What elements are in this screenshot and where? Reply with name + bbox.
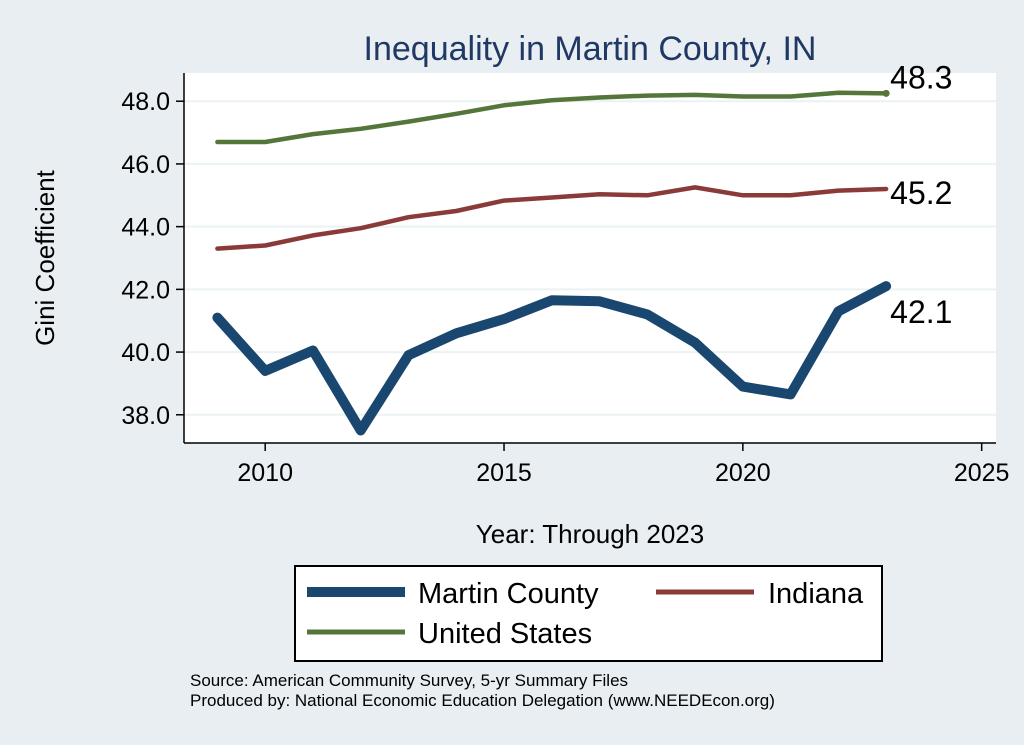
y-tick-label-48: 48.0 <box>121 88 170 116</box>
legend-box <box>294 565 883 662</box>
y-tick-label-38: 38.0 <box>121 402 170 430</box>
series-line-united-states <box>215 90 889 145</box>
y-tick-label-40: 40.0 <box>121 339 170 367</box>
legend-label-indiana: Indiana <box>768 578 864 610</box>
end-label-martin-county: 42.1 <box>890 294 952 330</box>
x-tick-label-2010: 2010 <box>237 459 293 487</box>
end-label-indiana: 45.2 <box>890 175 952 211</box>
legend-label-martin-county: Martin County <box>418 578 599 610</box>
legend: Martin County Indiana United States <box>294 565 883 662</box>
y-tick-label-42: 42.0 <box>121 276 170 304</box>
y-tick-label-44: 44.0 <box>121 214 170 242</box>
legend-label-united-states: United States <box>418 618 592 650</box>
plot-area <box>184 73 996 443</box>
series-line-indiana <box>215 185 889 251</box>
end-labels: 48.3 45.2 42.1 <box>890 59 952 330</box>
x-tick-label-2015: 2015 <box>476 459 532 487</box>
x-axis-ticks: 2010 2015 2020 2025 <box>237 443 1009 487</box>
y-tick-label-46: 46.0 <box>121 151 170 179</box>
series-endpoint-united-states <box>882 89 890 97</box>
x-tick-label-2020: 2020 <box>715 459 771 487</box>
y-axis-ticks: 38.0 40.0 42.0 44.0 46.0 48.0 <box>121 88 184 430</box>
axes <box>183 73 996 444</box>
chart-title: Inequality in Martin County, IN <box>364 30 817 68</box>
series-line-martin-county <box>212 281 892 436</box>
series-lines <box>212 89 892 436</box>
x-axis-label: Year: Through 2023 <box>476 519 704 549</box>
x-tick-label-2025: 2025 <box>954 459 1010 487</box>
end-label-united-states: 48.3 <box>890 59 952 95</box>
y-axis-label: Gini Coefficient <box>30 169 60 346</box>
source-line: Source: American Community Survey, 5-yr … <box>190 671 628 690</box>
producer-line: Produced by: National Economic Education… <box>190 691 775 710</box>
